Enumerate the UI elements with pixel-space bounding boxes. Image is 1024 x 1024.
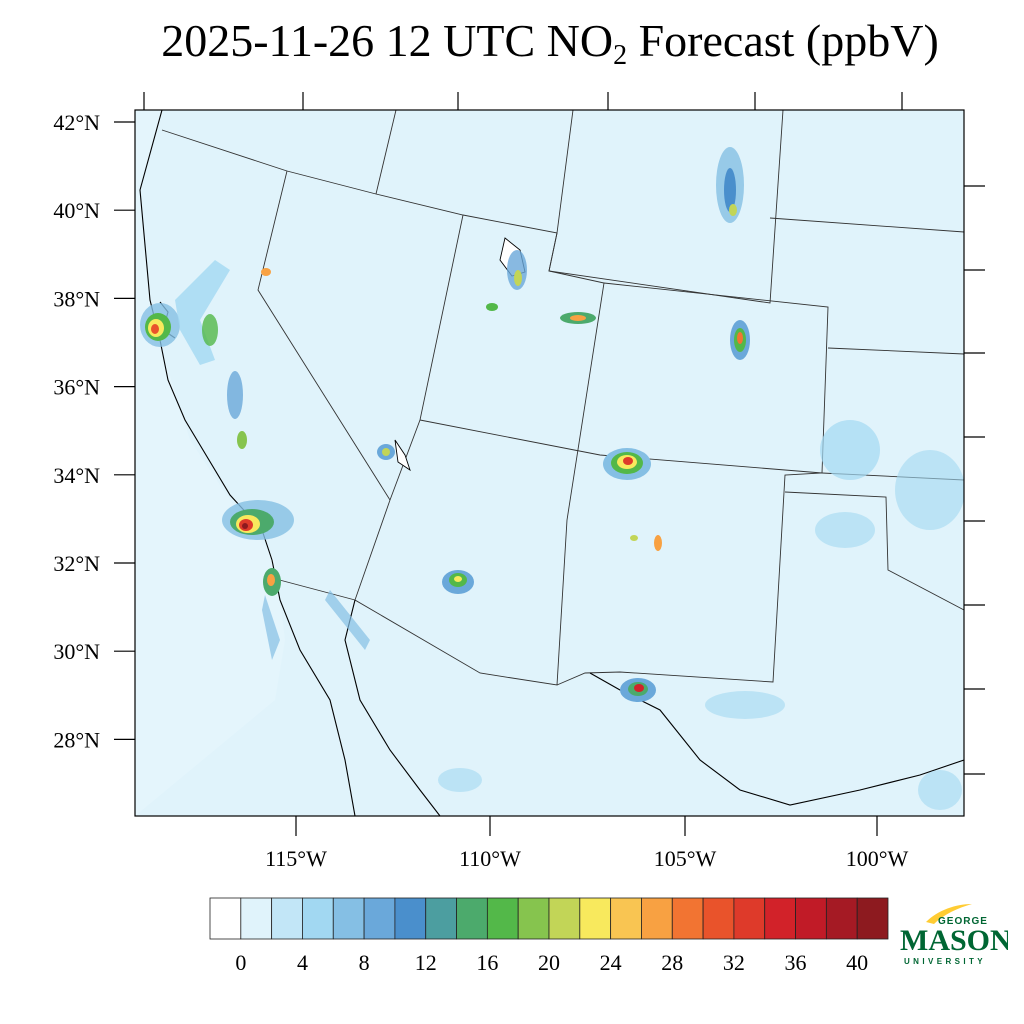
colorbar-swatch xyxy=(641,897,673,940)
colorbar-labels: 0 4 8 12 16 20 24 28 32 36 40 xyxy=(235,950,868,975)
lat-label: 28°N xyxy=(53,727,100,752)
colorbar-label: 32 xyxy=(723,950,745,975)
title-suffix: Forecast (ppbV) xyxy=(627,15,939,66)
title-prefix: 2025-11-26 12 UTC NO xyxy=(161,15,614,66)
logo-swoosh-icon xyxy=(926,904,972,924)
colorbar-swatch xyxy=(795,897,827,940)
colorbar-swatch xyxy=(702,897,735,940)
colorbar-swatch xyxy=(456,897,488,940)
lat-label: 32°N xyxy=(53,551,100,576)
colorbar-swatch xyxy=(764,897,796,940)
lat-label: 34°N xyxy=(53,463,100,488)
lat-label: 42°N xyxy=(53,110,100,135)
colorbar-swatch xyxy=(363,897,396,940)
colorbar-swatch xyxy=(394,897,427,940)
colorbar-swatch xyxy=(825,897,858,940)
colorbar-label: 8 xyxy=(359,950,370,975)
state-boundaries xyxy=(161,110,964,686)
lat-label: 40°N xyxy=(53,198,100,223)
lat-label: 38°N xyxy=(53,286,100,311)
logo-university: UNIVERSITY xyxy=(904,957,986,966)
colorbar-swatch xyxy=(548,897,581,940)
page-title: 2025-11-26 12 UTC NO2 Forecast (ppbV) xyxy=(0,14,1024,72)
colorbar-swatch xyxy=(240,897,273,940)
colorbar-label: 28 xyxy=(661,950,683,975)
colorbar-swatch xyxy=(733,897,766,940)
colorbar-swatch xyxy=(671,897,704,940)
colorbar xyxy=(209,897,889,940)
colorbar-label: 0 xyxy=(235,950,246,975)
colorbar-swatch xyxy=(302,897,334,940)
colorbar-swatch xyxy=(486,897,519,940)
colorbar-swatch xyxy=(332,897,365,940)
title-subscript: 2 xyxy=(613,40,628,71)
colorbar-swatch xyxy=(579,897,612,940)
colorbar-swatch xyxy=(425,897,457,940)
top-edge-ticks xyxy=(143,92,903,110)
colorbar-label: 4 xyxy=(297,950,308,975)
longitude-ticks: 115°W 110°W 105°W 100°W xyxy=(265,816,909,871)
colorbar-swatch xyxy=(517,897,550,940)
lat-label: 30°N xyxy=(53,639,100,664)
latitude-ticks: 42°N 40°N 38°N 36°N 34°N 32°N 30°N 28°N xyxy=(53,110,135,752)
lon-label: 100°W xyxy=(846,846,909,871)
no2-plumes xyxy=(140,147,964,810)
colorbar-label: 36 xyxy=(785,950,807,975)
pacific-ocean xyxy=(135,110,285,816)
logo-mason: MASON xyxy=(900,924,1008,957)
colorbar-swatch xyxy=(271,897,303,940)
gmu-logo: GEORGE MASON UNIVERSITY xyxy=(898,896,1012,968)
logo-george: GEORGE xyxy=(938,916,988,927)
colorbar-swatch xyxy=(209,897,242,940)
lon-label: 105°W xyxy=(654,846,717,871)
lon-label: 115°W xyxy=(265,846,327,871)
colorbar-swatch xyxy=(856,897,889,940)
colorbar-label: 12 xyxy=(415,950,437,975)
colorbar-label: 20 xyxy=(538,950,560,975)
lat-label: 36°N xyxy=(53,375,100,400)
right-edge-ticks xyxy=(964,185,985,775)
lon-label: 110°W xyxy=(459,846,521,871)
colorbar-label: 24 xyxy=(600,950,622,975)
colorbar-label: 16 xyxy=(476,950,498,975)
colorbar-swatch xyxy=(610,897,642,940)
map-frame xyxy=(134,109,965,817)
colorbar-label: 40 xyxy=(846,950,868,975)
